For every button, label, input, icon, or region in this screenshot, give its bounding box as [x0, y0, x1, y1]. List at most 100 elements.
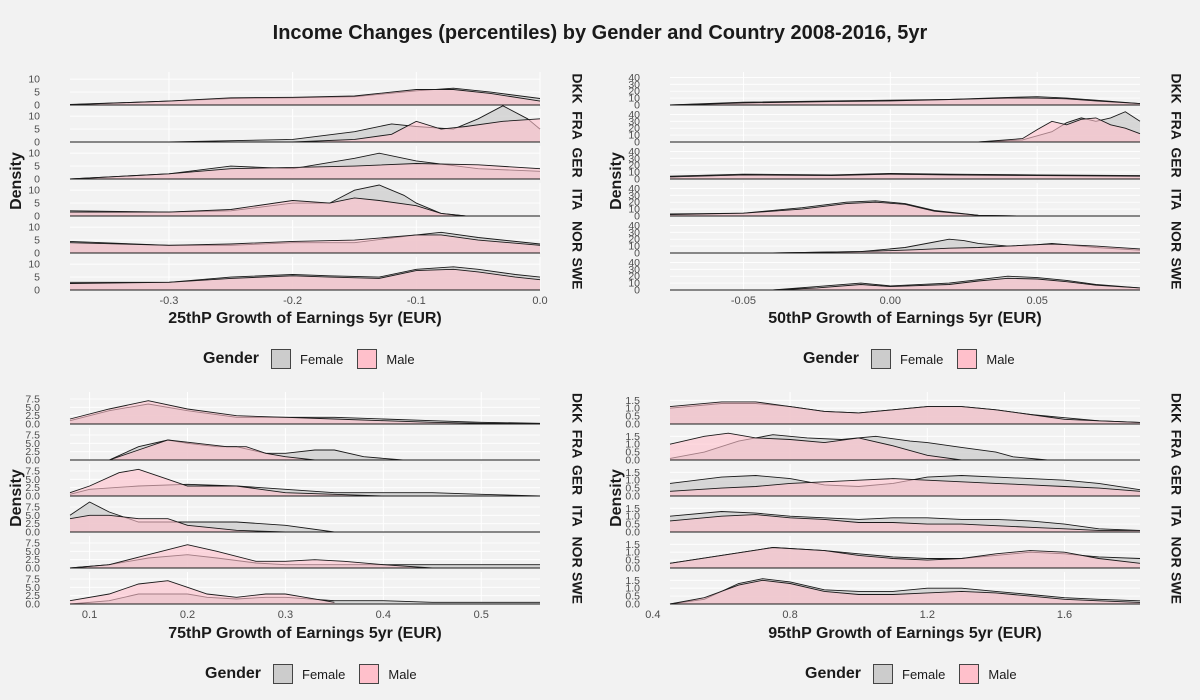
legend-label-male: Male [988, 666, 1017, 682]
legend-top-right: Gender Female Male [803, 349, 1029, 369]
y-tick-label: 40 [628, 257, 640, 269]
y-tick-label: 0.5 [625, 447, 640, 459]
y-tick-label: 10 [628, 241, 640, 253]
y-tick-label: 1.0 [625, 583, 640, 595]
x-tick-label: 0.4 [645, 609, 660, 621]
x-axis-title: 95thP Growth of Earnings 5yr (EUR) [768, 625, 1042, 642]
male-density-line [70, 118, 541, 143]
x-tick-label: -0.2 [283, 295, 302, 307]
y-tick-label: 20 [628, 234, 640, 246]
y-tick-label: 0.0 [25, 527, 40, 539]
legend-key-female [871, 349, 892, 369]
y-tick-label: 0 [34, 100, 40, 112]
y-tick-label: 0.5 [625, 555, 640, 567]
y-tick-label: 20 [628, 123, 640, 135]
x-tick-label: 1.6 [1057, 609, 1072, 621]
legend-key-female [271, 349, 292, 369]
y-tick-label: 2.5 [25, 554, 40, 566]
male-density-area [70, 269, 540, 290]
facet-strip-label: DKK [1168, 73, 1184, 103]
y-axis-title: Density [8, 152, 25, 210]
x-tick-label: 0.0 [532, 295, 547, 307]
male-density-area [670, 580, 1140, 604]
y-tick-label: 40 [628, 72, 640, 84]
facet-strip-label: ITA [1168, 189, 1184, 211]
y-tick-label: 5 [34, 198, 40, 210]
y-tick-label: 1.5 [625, 395, 640, 407]
y-tick-label: 0 [634, 285, 640, 297]
y-tick-label: 10 [28, 259, 40, 271]
male-density-area [670, 244, 1140, 253]
x-tick-label: 0.3 [278, 609, 293, 621]
y-tick-label: 1.0 [625, 547, 640, 559]
y-tick-label: 0.0 [625, 455, 640, 467]
male-density-area [70, 197, 466, 216]
male-density-line [69, 163, 541, 180]
y-tick-label: 10 [628, 204, 640, 216]
facet-strip-label: ITA [569, 505, 585, 527]
y-tick-label: 0.0 [625, 419, 640, 431]
y-tick-label: 0.0 [625, 599, 640, 611]
x-tick-label: 0.8 [782, 609, 797, 621]
y-tick-label: 0 [34, 211, 40, 223]
y-tick-label: 2.5 [25, 590, 40, 602]
legend-label-female: Female [300, 351, 344, 367]
y-tick-label: 0.0 [625, 527, 640, 539]
male-density-area [70, 469, 433, 496]
y-tick-label: 10 [28, 111, 40, 123]
legend-label-female: Female [302, 666, 346, 682]
male-density-line [670, 243, 1141, 254]
y-tick-label: 5.0 [25, 474, 40, 486]
y-tick-label: 0.5 [625, 483, 640, 495]
y-tick-label: 0.5 [625, 411, 640, 423]
y-axis-title: Density [608, 152, 625, 210]
male-density-line [70, 439, 335, 461]
y-tick-label: 2.5 [25, 410, 40, 422]
y-tick-label: 0 [34, 285, 40, 297]
page-title: Income Changes (percentiles) by Gender a… [272, 22, 928, 44]
y-tick-label: 1.0 [625, 403, 640, 415]
y-tick-label: 0.0 [25, 419, 40, 431]
facet-strip-label: FRA [1168, 111, 1184, 140]
male-density-line [669, 201, 1023, 217]
x-tick-label: -0.3 [159, 295, 178, 307]
male-density-area [670, 547, 1140, 568]
y-tick-label: 2.5 [25, 482, 40, 494]
male-density-line [669, 401, 1141, 423]
facet-strip-label: DKK [569, 73, 585, 103]
y-tick-label: 10 [628, 130, 640, 142]
y-tick-label: 0 [634, 137, 640, 149]
y-tick-label: 20 [628, 271, 640, 283]
male-density-area [70, 234, 540, 253]
y-tick-label: 1.5 [625, 575, 640, 587]
x-tick-label: 0.00 [880, 295, 901, 307]
legend-key-male [957, 349, 978, 369]
y-tick-label: 7.5 [25, 538, 40, 550]
facet-strip-label: SWE [569, 572, 585, 604]
y-tick-label: 40 [628, 183, 640, 195]
legend-key-male [959, 664, 980, 684]
male-density-area [70, 544, 433, 568]
x-tick-label: -0.1 [407, 295, 426, 307]
legend-title: Gender [205, 665, 262, 682]
male-density-area [670, 278, 1140, 290]
male-density-line [69, 514, 335, 533]
y-tick-label: 30 [628, 153, 640, 165]
y-tick-label: 5 [34, 87, 40, 99]
y-tick-label: 2.5 [25, 446, 40, 458]
female-density-line [670, 275, 1141, 291]
male-density-line [669, 173, 1141, 178]
y-tick-label: 10 [628, 93, 640, 105]
male-density-line [669, 547, 1141, 564]
x-tick-label: 0.5 [474, 609, 489, 621]
x-tick-label: 0.2 [180, 609, 195, 621]
y-tick-label: 0 [634, 100, 640, 112]
male-density-area [670, 401, 1140, 424]
facet-strip-label: DKK [569, 393, 585, 423]
facet-strip-label: DKK [1168, 393, 1184, 423]
y-tick-label: 5.0 [25, 510, 40, 522]
y-tick-label: 2.5 [25, 518, 40, 530]
x-tick-label: 0.4 [376, 609, 391, 621]
